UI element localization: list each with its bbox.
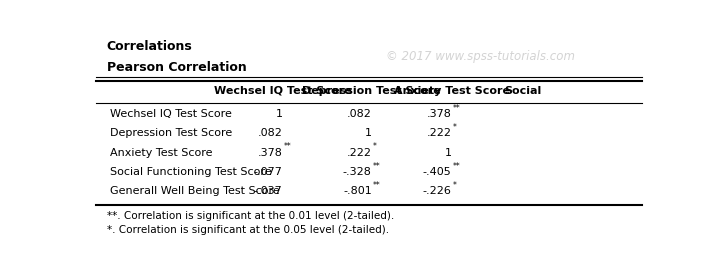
Text: **: ** (373, 162, 381, 171)
Text: Wechsel IQ Test Score: Wechsel IQ Test Score (109, 109, 231, 119)
Text: Correlations: Correlations (107, 40, 192, 53)
Text: **: ** (453, 104, 461, 113)
Text: © 2017 www.spss-tutorials.com: © 2017 www.spss-tutorials.com (386, 50, 575, 63)
Text: *: * (453, 123, 456, 132)
Text: 1: 1 (365, 128, 372, 138)
Text: .378: .378 (427, 109, 451, 119)
Text: **. Correlation is significant at the 0.01 level (2-tailed).: **. Correlation is significant at the 0.… (107, 211, 394, 221)
Text: -.037: -.037 (253, 186, 282, 196)
Text: Pearson Correlation: Pearson Correlation (107, 61, 246, 74)
Text: Social Functioning Test Score: Social Functioning Test Score (109, 167, 271, 177)
Text: .222: .222 (426, 128, 451, 138)
Text: .222: .222 (347, 148, 372, 158)
Text: Anxiety Test Score: Anxiety Test Score (394, 86, 510, 96)
Text: *. Correlation is significant at the 0.05 level (2-tailed).: *. Correlation is significant at the 0.0… (107, 225, 389, 235)
Text: Anxiety Test Score: Anxiety Test Score (109, 148, 212, 158)
Text: .082: .082 (347, 109, 372, 119)
Text: .378: .378 (258, 148, 282, 158)
Text: Generall Well Being Test Score: Generall Well Being Test Score (109, 186, 279, 196)
Text: Social: Social (504, 86, 541, 96)
Text: -.328: -.328 (343, 167, 372, 177)
Text: Depression Test Score: Depression Test Score (302, 86, 441, 96)
Text: *: * (453, 181, 456, 190)
Text: .082: .082 (258, 128, 282, 138)
Text: **: ** (373, 181, 381, 190)
Text: Depression Test Score: Depression Test Score (109, 128, 232, 138)
Text: -.226: -.226 (423, 186, 451, 196)
Text: 1: 1 (276, 109, 282, 119)
Text: **: ** (284, 143, 292, 152)
Text: *: * (373, 143, 377, 152)
Text: 1: 1 (444, 148, 451, 158)
Text: Wechsel IQ Test Score: Wechsel IQ Test Score (214, 86, 351, 96)
Text: -.077: -.077 (253, 167, 282, 177)
Text: -.801: -.801 (343, 186, 372, 196)
Text: **: ** (453, 162, 461, 171)
Text: -.405: -.405 (423, 167, 451, 177)
